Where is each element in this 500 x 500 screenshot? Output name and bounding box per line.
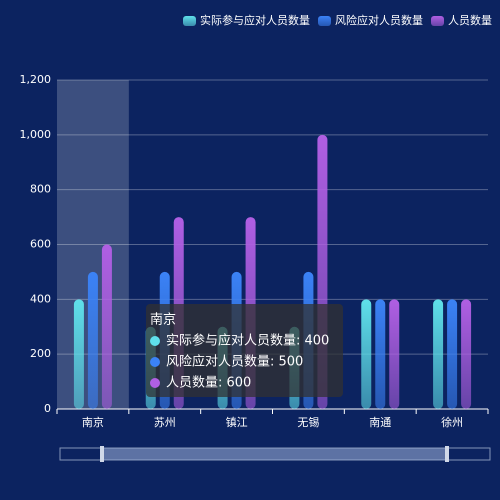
bar (87, 271, 98, 409)
bar (375, 299, 386, 409)
x-tick-label: 徐州 (441, 415, 463, 429)
y-tick-label: 1,200 (20, 73, 52, 86)
tooltip-marker (150, 357, 160, 367)
legend-icon (431, 16, 444, 26)
y-tick-label: 200 (30, 347, 51, 360)
legend-icon (183, 16, 196, 26)
y-tick-label: 800 (30, 183, 51, 196)
tooltip-item: 风险应对人员数量: 500 (166, 354, 303, 370)
legend-label: 风险应对人员数量 (335, 13, 423, 27)
y-tick-label: 600 (30, 238, 51, 251)
y-tick-label: 0 (44, 402, 51, 415)
bar (389, 299, 400, 409)
bar (361, 299, 372, 409)
zoom-handle[interactable] (100, 446, 104, 462)
tooltip-box (146, 304, 343, 397)
y-tick-label: 1,000 (20, 128, 52, 141)
legend-icon (318, 16, 331, 26)
legend-label: 实际参与应对人员数量 (200, 13, 310, 27)
bar (461, 299, 472, 409)
tooltip-title: 南京 (150, 312, 176, 328)
bar (101, 244, 112, 409)
tooltip-marker (150, 378, 160, 388)
tooltip-item: 人员数量: 600 (166, 376, 251, 391)
x-tick-label: 南京 (82, 415, 104, 429)
tooltip-marker (150, 336, 160, 346)
x-tick-label: 无锡 (297, 415, 319, 429)
bar (433, 299, 444, 409)
legend-label: 人员数量 (448, 14, 492, 27)
x-tick-label: 南通 (369, 416, 391, 429)
x-tick-label: 镇江 (226, 415, 248, 429)
bar (73, 299, 84, 409)
zoom-window (102, 448, 447, 460)
tooltip-item: 实际参与应对人员数量: 400 (166, 333, 329, 349)
x-tick-label: 苏州 (154, 416, 176, 429)
zoom-handle[interactable] (445, 446, 449, 462)
bar (447, 299, 458, 409)
y-tick-label: 400 (30, 292, 51, 305)
